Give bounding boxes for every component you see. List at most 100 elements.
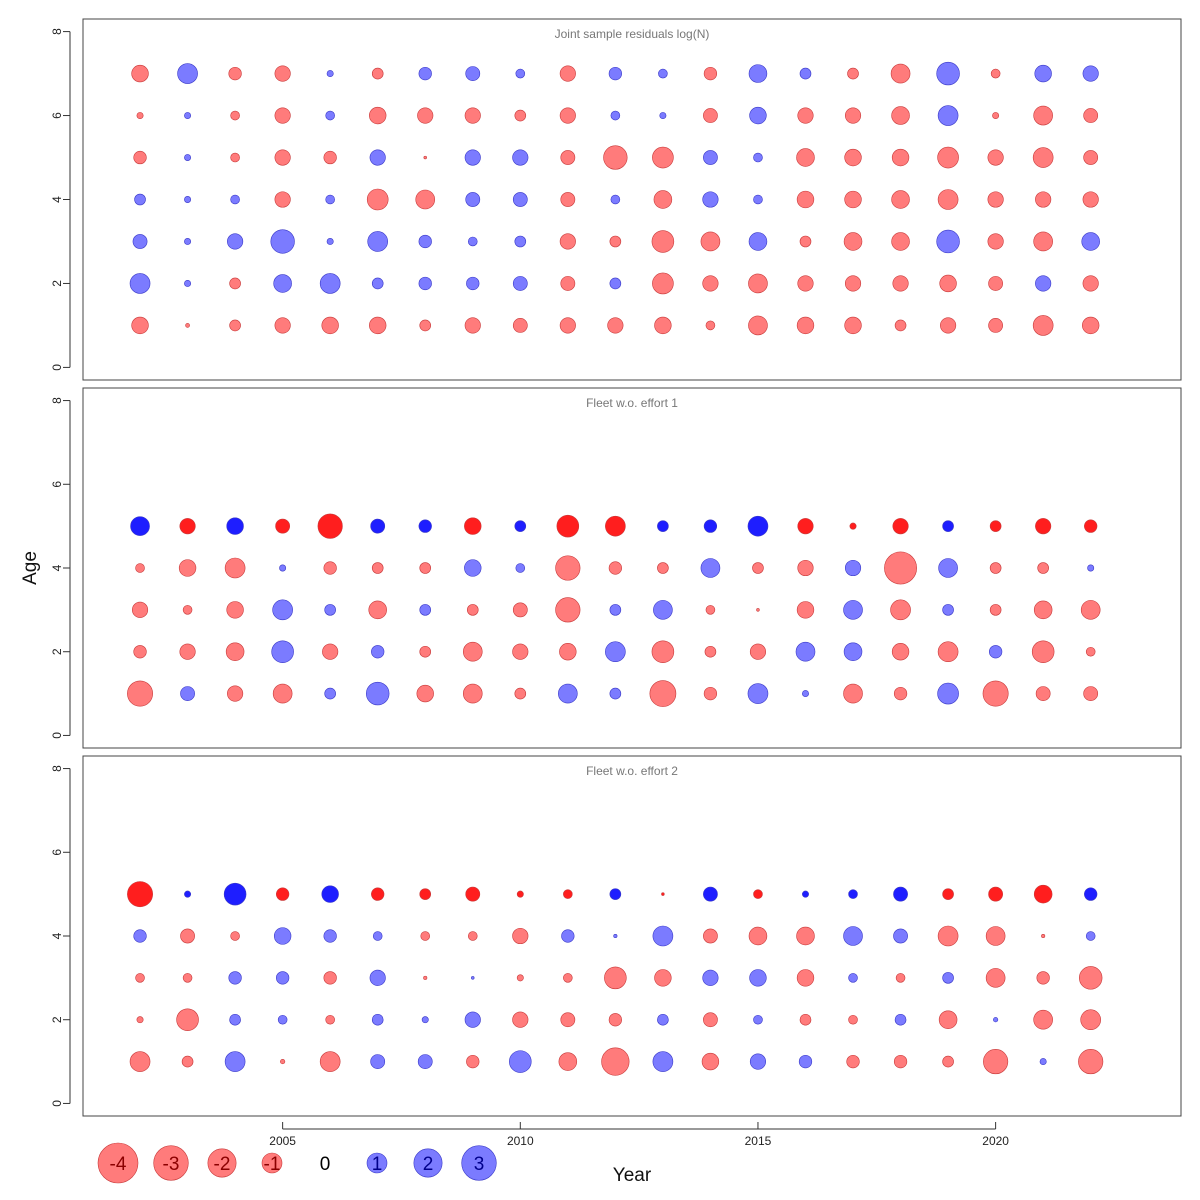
x-tick-label: 2020 — [982, 1134, 1009, 1148]
residual-bubble — [223, 882, 247, 906]
residual-bubble — [753, 194, 763, 205]
residual-bubble — [796, 601, 815, 619]
residual-bubble — [892, 518, 909, 535]
residual-bubble — [987, 191, 1004, 208]
residual-bubble — [659, 112, 667, 120]
residual-bubble — [512, 1011, 529, 1028]
residual-bubble — [515, 68, 526, 79]
residual-bubble — [700, 558, 721, 578]
residual-bubble — [603, 145, 628, 170]
residual-bubble — [417, 107, 434, 124]
residual-bubble — [512, 149, 529, 166]
residual-bubble — [797, 559, 814, 577]
residual-bubble — [326, 238, 334, 245]
residual-bubble — [992, 112, 1000, 120]
residual-bubble — [467, 236, 478, 247]
residual-bubble — [274, 65, 291, 82]
legend-bubble — [261, 1152, 283, 1174]
residual-bubble — [270, 229, 295, 254]
residual-bubble — [652, 146, 674, 169]
legend-item: 1 — [366, 1152, 388, 1175]
legend-label: 2 — [423, 1154, 434, 1175]
residual-bubble — [844, 559, 862, 577]
residual-bubble — [272, 599, 293, 621]
y-tick-label: 2 — [50, 1016, 64, 1023]
residual-bubble — [893, 928, 908, 944]
residual-bubble — [276, 887, 290, 901]
residual-bubble — [988, 318, 1003, 333]
residual-bubble — [703, 886, 718, 902]
residual-bubble — [796, 969, 815, 987]
residual-bubble — [184, 112, 192, 120]
residual-bubble — [323, 929, 337, 943]
residual-bubble — [938, 1010, 958, 1029]
residual-bubble — [940, 317, 957, 334]
residual-bubble — [317, 513, 343, 539]
residual-bubble — [654, 316, 672, 335]
residual-bubble — [848, 1014, 858, 1025]
y-tick-label: 8 — [50, 28, 64, 35]
residual-bubble — [703, 150, 718, 165]
residual-bubble — [797, 107, 814, 124]
residual-bubble — [987, 149, 1004, 166]
residual-bubble — [894, 319, 907, 332]
residual-bubble — [797, 518, 814, 535]
residual-bubble — [661, 892, 665, 896]
residual-bubble — [753, 1014, 763, 1025]
residual-bubble — [1039, 1058, 1047, 1066]
residual-bubble — [419, 888, 432, 900]
residual-bubble — [892, 275, 909, 292]
residual-bubble — [1033, 884, 1053, 904]
residual-bubble — [702, 275, 719, 292]
residual-bubble — [982, 680, 1009, 707]
residual-bubble — [323, 561, 337, 575]
residual-bubble — [371, 562, 384, 574]
residual-bubble — [1082, 275, 1099, 292]
residual-bubble — [512, 602, 528, 618]
residual-bubble — [936, 61, 960, 86]
residual-bubble — [844, 316, 862, 335]
residual-bubble — [1082, 316, 1100, 335]
residual-bubble — [601, 1047, 630, 1076]
residual-bubble — [464, 317, 481, 334]
residual-bubble — [654, 969, 672, 987]
residual-bubble — [608, 561, 622, 575]
residual-bubble — [184, 890, 192, 898]
residual-bubble — [417, 1054, 433, 1069]
residual-bubble — [703, 519, 718, 533]
residual-bubble — [180, 928, 195, 944]
residual-bubble — [1084, 887, 1098, 901]
residual-bubble — [752, 562, 764, 574]
residual-bubble — [272, 683, 293, 704]
residual-bubble — [466, 1054, 480, 1069]
residual-bubble — [509, 1050, 532, 1073]
residual-bubble — [179, 643, 196, 660]
residual-bubble — [1035, 686, 1051, 701]
residual-bubble — [227, 685, 244, 702]
legend-bubble — [366, 1152, 388, 1174]
residual-bubble — [184, 279, 192, 287]
residual-bubble — [418, 519, 432, 533]
residual-bubble — [1036, 971, 1050, 985]
residual-bubble — [467, 931, 478, 941]
residual-bubble — [613, 933, 618, 939]
residual-bubble — [937, 189, 959, 210]
residual-bubble — [937, 682, 959, 705]
residual-bubble — [891, 148, 910, 167]
residual-bubble — [134, 193, 146, 206]
legend-item: -1 — [261, 1152, 283, 1175]
residual-bubble — [608, 1013, 622, 1027]
residual-bubble — [561, 929, 575, 943]
residual-bubble — [893, 686, 908, 701]
residual-bubble — [366, 681, 390, 706]
legend-item: -2 — [207, 1148, 237, 1178]
residual-bubble — [704, 645, 717, 658]
residual-bubble — [559, 107, 576, 124]
residual-bubble — [418, 234, 432, 249]
residual-bubble — [894, 1013, 907, 1026]
residual-bubble — [324, 687, 336, 700]
residual-bubble — [1083, 686, 1099, 701]
residual-bubble — [368, 600, 387, 620]
residual-bubble — [465, 192, 481, 207]
bubbles — [127, 881, 1104, 1076]
